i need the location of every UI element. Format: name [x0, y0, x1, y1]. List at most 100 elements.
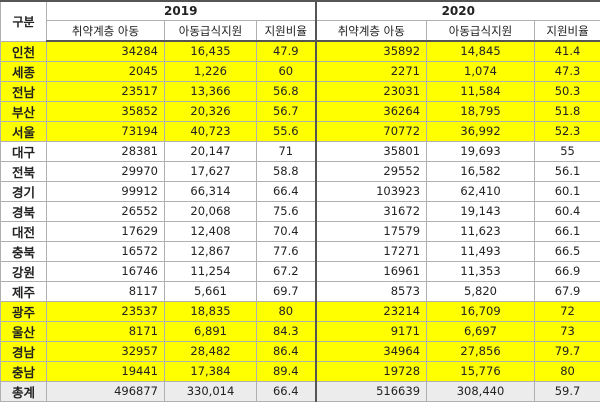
value-cell: 2271 — [314, 60, 428, 82]
region-cell: 인천 — [0, 40, 47, 62]
table-row: 대구 28381 20,147 71 35801 19,693 55 — [0, 140, 600, 162]
value-cell: 58.8 — [255, 160, 317, 182]
table-row: 제주 8117 5,661 69.7 8573 5,820 67.9 — [0, 280, 600, 302]
value-cell: 60.4 — [534, 200, 600, 222]
region-cell: 서울 — [0, 120, 47, 142]
value-cell: 516639 — [314, 380, 428, 402]
value-cell: 26552 — [46, 200, 165, 222]
value-cell: 14,845 — [426, 40, 536, 62]
region-cell: 제주 — [0, 280, 47, 302]
col-header: 취약계층 아동 — [46, 20, 165, 42]
value-cell: 5,820 — [426, 280, 536, 302]
value-cell: 79.7 — [534, 340, 600, 362]
table-row: 인천 34284 16,435 47.9 35892 14,845 41.4 — [0, 40, 600, 62]
value-cell: 16,709 — [426, 300, 536, 322]
value-cell: 6,891 — [164, 320, 257, 342]
corner-header: 구분 — [0, 0, 47, 42]
value-cell: 77.6 — [255, 240, 317, 262]
value-cell: 72 — [534, 300, 600, 322]
value-cell: 62,410 — [426, 180, 536, 202]
table-row: 전북 29970 17,627 58.8 29552 16,582 56.1 — [0, 160, 600, 182]
value-cell: 47.9 — [255, 40, 317, 62]
value-cell: 20,147 — [164, 140, 257, 162]
value-cell: 66.9 — [534, 260, 600, 282]
region-cell: 총계 — [0, 380, 47, 402]
region-cell: 전남 — [0, 80, 47, 102]
value-cell: 89.4 — [255, 360, 317, 382]
value-cell: 19,693 — [426, 140, 536, 162]
value-cell: 40,723 — [164, 120, 257, 142]
value-cell: 8117 — [46, 280, 165, 302]
value-cell: 66.4 — [255, 180, 317, 202]
region-cell: 경북 — [0, 200, 47, 222]
table-row: 경기 99912 66,314 66.4 103923 62,410 60.1 — [0, 180, 600, 202]
value-cell: 103923 — [314, 180, 428, 202]
region-cell: 충북 — [0, 240, 47, 262]
value-cell: 86.4 — [255, 340, 317, 362]
value-cell: 17629 — [46, 220, 165, 242]
value-cell: 56.7 — [255, 100, 317, 122]
value-cell: 6,697 — [426, 320, 536, 342]
value-cell: 11,254 — [164, 260, 257, 282]
value-cell: 36,992 — [426, 120, 536, 142]
value-cell: 67.2 — [255, 260, 317, 282]
region-cell: 강원 — [0, 260, 47, 282]
region-cell: 경남 — [0, 340, 47, 362]
value-cell: 18,835 — [164, 300, 257, 322]
value-cell: 55.6 — [255, 120, 317, 142]
table-row: 경북 26552 20,068 75.6 31672 19,143 60.4 — [0, 200, 600, 222]
value-cell: 56.8 — [255, 80, 317, 102]
value-cell: 34284 — [46, 40, 165, 62]
value-cell: 23517 — [46, 80, 165, 102]
value-cell: 19,143 — [426, 200, 536, 222]
value-cell: 55 — [534, 140, 600, 162]
col-header: 취약계층 아동 — [314, 20, 428, 42]
value-cell: 34964 — [314, 340, 428, 362]
value-cell: 12,867 — [164, 240, 257, 262]
value-cell: 16,435 — [164, 40, 257, 62]
col-header: 아동급식지원 — [426, 20, 536, 42]
value-cell: 70.4 — [255, 220, 317, 242]
region-cell: 대구 — [0, 140, 47, 162]
value-cell: 84.3 — [255, 320, 317, 342]
table-row: 충남 19441 17,384 89.4 19728 15,776 80 — [0, 360, 600, 382]
value-cell: 18,795 — [426, 100, 536, 122]
table-row: 경남 32957 28,482 86.4 34964 27,856 79.7 — [0, 340, 600, 362]
value-cell: 59.7 — [534, 380, 600, 402]
value-cell: 19728 — [314, 360, 428, 382]
table-row: 울산 8171 6,891 84.3 9171 6,697 73 — [0, 320, 600, 342]
value-cell: 16746 — [46, 260, 165, 282]
value-cell: 35892 — [314, 40, 428, 62]
table-row: 광주 23537 18,835 80 23214 16,709 72 — [0, 300, 600, 322]
region-cell: 부산 — [0, 100, 47, 122]
table-row: 대전 17629 12,408 70.4 17579 11,623 66.1 — [0, 220, 600, 242]
col-header: 아동급식지원 — [164, 20, 257, 42]
col-header: 지원비율 — [255, 20, 317, 42]
value-cell: 20,326 — [164, 100, 257, 122]
value-cell: 308,440 — [426, 380, 536, 402]
table-row: 부산 35852 20,326 56.7 36264 18,795 51.8 — [0, 100, 600, 122]
year-header-2020: 2020 — [314, 0, 600, 21]
value-cell: 12,408 — [164, 220, 257, 242]
region-cell: 세종 — [0, 60, 47, 82]
value-cell: 23537 — [46, 300, 165, 322]
value-cell: 17,384 — [164, 360, 257, 382]
value-cell: 36264 — [314, 100, 428, 122]
region-cell: 경기 — [0, 180, 47, 202]
value-cell: 1,226 — [164, 60, 257, 82]
value-cell: 8573 — [314, 280, 428, 302]
value-cell: 16572 — [46, 240, 165, 262]
value-cell: 29970 — [46, 160, 165, 182]
value-cell: 5,661 — [164, 280, 257, 302]
value-cell: 35801 — [314, 140, 428, 162]
value-cell: 17579 — [314, 220, 428, 242]
value-cell: 11,353 — [426, 260, 536, 282]
value-cell: 35852 — [46, 100, 165, 122]
value-cell: 66.5 — [534, 240, 600, 262]
value-cell: 75.6 — [255, 200, 317, 222]
value-cell: 17271 — [314, 240, 428, 262]
value-cell: 16961 — [314, 260, 428, 282]
value-cell: 80 — [534, 360, 600, 382]
value-cell: 496877 — [46, 380, 165, 402]
value-cell: 66,314 — [164, 180, 257, 202]
